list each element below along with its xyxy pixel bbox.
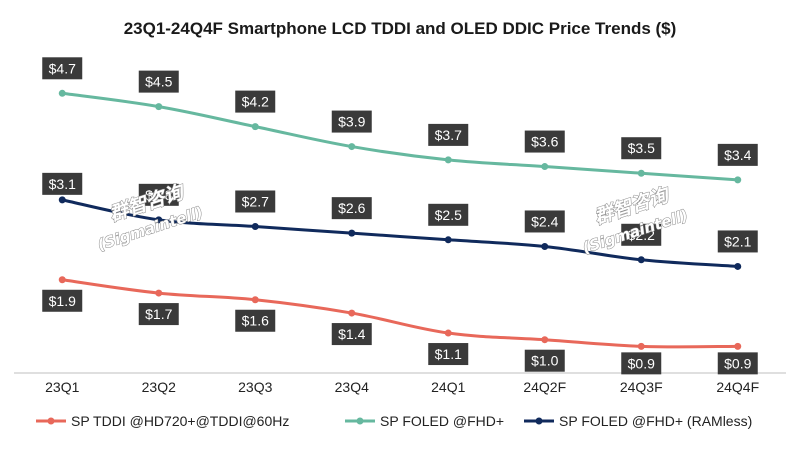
data-label-bg bbox=[138, 303, 179, 326]
legend-item-sp-foled-fhd[interactable]: SP FOLED @FHD+ bbox=[345, 413, 504, 429]
legend-swatch-marker bbox=[356, 417, 364, 425]
data-label-bg bbox=[428, 123, 469, 146]
data-label-bg bbox=[138, 183, 179, 206]
data-label-bg bbox=[235, 190, 276, 213]
data-label-bg bbox=[524, 130, 565, 153]
data-label: $2.4 bbox=[531, 213, 558, 229]
legend-label: SP FOLED @FHD+ bbox=[380, 413, 504, 429]
data-label-bg bbox=[138, 70, 179, 93]
data-label: $3.6 bbox=[531, 134, 558, 150]
data-point bbox=[734, 262, 742, 270]
legend-label: SP TDDI @HD720+@TDDI@60Hz bbox=[71, 413, 289, 429]
data-label: $1.1 bbox=[435, 346, 462, 362]
data-label: $2.5 bbox=[435, 207, 462, 223]
data-label: $1.6 bbox=[242, 313, 269, 329]
data-label-bg bbox=[717, 143, 758, 166]
data-label: $1.9 bbox=[49, 293, 76, 309]
data-point bbox=[348, 143, 356, 151]
data-label: $2.8 bbox=[145, 187, 172, 203]
x-tick-label: 24Q4F bbox=[716, 379, 759, 395]
data-label-bg bbox=[524, 349, 565, 372]
legend-swatch-marker bbox=[47, 417, 55, 425]
data-point bbox=[444, 156, 452, 164]
data-label-bg bbox=[331, 197, 372, 220]
data-point bbox=[155, 289, 163, 297]
data-label-bg bbox=[524, 210, 565, 233]
data-point bbox=[637, 256, 645, 264]
x-tick-label: 24Q1 bbox=[431, 379, 465, 395]
data-point bbox=[348, 229, 356, 237]
data-label-bg bbox=[331, 323, 372, 346]
data-label-bg bbox=[42, 172, 83, 195]
data-label-bg bbox=[331, 110, 372, 133]
data-label-bg bbox=[717, 352, 758, 375]
series-line-sp-foled-fhd-ramless bbox=[60, 198, 740, 268]
legend-label: SP FOLED @FHD+ (RAMless) bbox=[559, 413, 752, 429]
data-label: $2.1 bbox=[724, 233, 751, 249]
data-label: $2.6 bbox=[338, 200, 365, 216]
data-label-bg bbox=[428, 203, 469, 226]
data-label: $0.9 bbox=[628, 355, 655, 371]
data-label: $3.1 bbox=[49, 176, 76, 192]
x-tick-label: 23Q4 bbox=[335, 379, 369, 395]
x-tick-label: 24Q3F bbox=[620, 379, 663, 395]
data-point bbox=[444, 236, 452, 244]
data-point bbox=[251, 123, 259, 131]
x-tick-label: 23Q3 bbox=[238, 379, 272, 395]
data-point bbox=[155, 103, 163, 111]
legend-item-sp-tddi-hd720-tddi-60hz[interactable]: SP TDDI @HD720+@TDDI@60Hz bbox=[36, 413, 289, 429]
data-label: $3.7 bbox=[435, 127, 462, 143]
data-point bbox=[541, 163, 549, 171]
data-point bbox=[637, 169, 645, 177]
series-line-sp-foled-fhd bbox=[60, 91, 740, 182]
data-point bbox=[251, 222, 259, 230]
x-tick-label: 23Q2 bbox=[142, 379, 176, 395]
data-label: $3.9 bbox=[338, 114, 365, 130]
data-label-bg bbox=[42, 57, 83, 80]
data-label-bg bbox=[42, 289, 83, 312]
data-label: $1.7 bbox=[145, 306, 172, 322]
data-label-bg bbox=[621, 223, 662, 246]
data-point bbox=[251, 296, 259, 304]
data-label-bg bbox=[621, 352, 662, 375]
x-tick-label: 23Q1 bbox=[45, 379, 79, 395]
data-label: $4.5 bbox=[145, 74, 172, 90]
data-point bbox=[58, 196, 66, 204]
data-label: $2.2 bbox=[628, 227, 655, 243]
chart-title: 23Q1-24Q4F Smartphone LCD TDDI and OLED … bbox=[124, 19, 677, 38]
x-tick-label: 24Q2F bbox=[523, 379, 566, 395]
data-label: $2.7 bbox=[242, 193, 269, 209]
data-label-bg bbox=[235, 90, 276, 113]
data-point bbox=[541, 336, 549, 344]
legend-swatch-marker bbox=[535, 417, 543, 425]
data-point bbox=[734, 176, 742, 184]
data-point bbox=[734, 342, 742, 350]
data-point bbox=[541, 242, 549, 250]
data-point bbox=[58, 276, 66, 284]
data-label: $1.0 bbox=[531, 353, 558, 369]
data-point bbox=[348, 309, 356, 317]
data-point bbox=[444, 329, 452, 337]
legend-item-sp-foled-fhd-ramless[interactable]: SP FOLED @FHD+ (RAMless) bbox=[524, 413, 752, 429]
data-label: $0.9 bbox=[724, 355, 751, 371]
data-point bbox=[58, 89, 66, 97]
data-label: $3.4 bbox=[724, 147, 751, 163]
data-label-bg bbox=[235, 309, 276, 332]
data-point bbox=[155, 216, 163, 224]
data-label: $3.5 bbox=[628, 140, 655, 156]
data-label-bg bbox=[621, 137, 662, 160]
data-label-bg bbox=[428, 343, 469, 366]
data-point bbox=[637, 342, 645, 350]
series-line-sp-tddi-hd720-tddi-60hz bbox=[60, 278, 740, 349]
data-label: $1.4 bbox=[338, 326, 365, 342]
data-label: $4.7 bbox=[49, 60, 76, 76]
data-label: $4.2 bbox=[242, 94, 269, 110]
data-label-bg bbox=[717, 230, 758, 253]
